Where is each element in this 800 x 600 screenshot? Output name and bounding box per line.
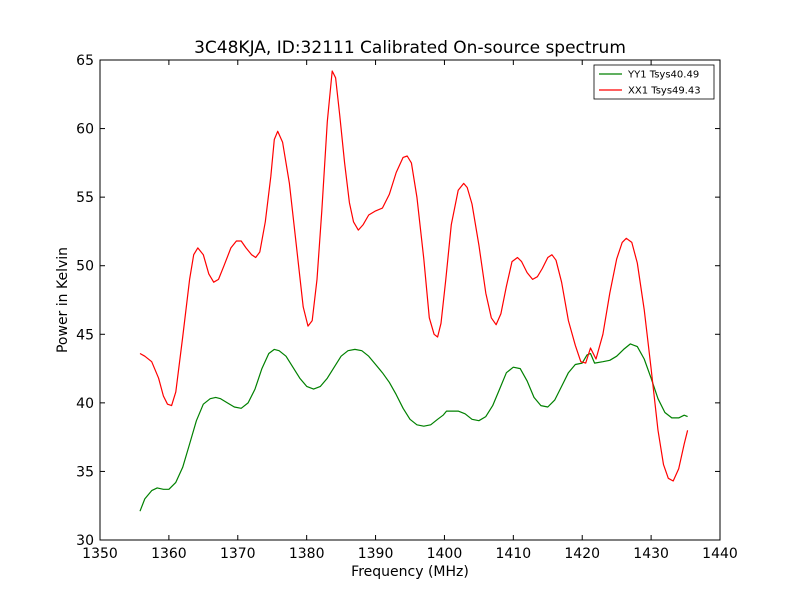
x-tick-label: 1440 xyxy=(702,546,738,562)
y-tick-label: 30 xyxy=(76,533,94,549)
y-tick-label: 35 xyxy=(76,464,94,480)
series-line-1 xyxy=(139,343,688,512)
y-tick-label: 45 xyxy=(76,327,94,343)
y-tick-label: 50 xyxy=(76,259,94,275)
legend-box xyxy=(593,64,715,100)
x-axis: 1350 1360 1370 1380 1390 1400 1410 1420 1430 1440 xyxy=(82,60,738,562)
plot-series xyxy=(139,70,689,512)
y-tick-label: 55 xyxy=(76,190,94,206)
chart-title: 3C48KJA, ID:32111 Calibrated On-source s… xyxy=(194,38,626,58)
x-tick-label: 1360 xyxy=(151,546,187,562)
y-axis-label: Power in Kelvin xyxy=(55,247,71,353)
x-tick-label: 1380 xyxy=(289,546,325,562)
x-axis-label: Frequency (MHz) xyxy=(351,564,469,580)
x-tick-label: 1410 xyxy=(496,546,532,562)
x-tick-label: 1390 xyxy=(358,546,394,562)
x-tick-label: 1400 xyxy=(427,546,463,562)
x-tick-label: 1350 xyxy=(82,546,118,562)
legend-label-2: XX1 Tsys49.43 xyxy=(628,86,701,97)
series-line-2 xyxy=(139,70,689,482)
legend: YY1 Tsys40.49 XX1 Tsys49.43 xyxy=(593,64,715,100)
y-tick-label: 40 xyxy=(76,396,94,412)
x-tick-label: 1430 xyxy=(633,546,669,562)
y-tick-label: 65 xyxy=(76,53,94,69)
y-axis: 30 35 40 45 50 55 60 65 xyxy=(76,53,720,549)
y-tick-label: 60 xyxy=(76,122,94,138)
x-tick-label: 1420 xyxy=(564,546,600,562)
x-tick-label: 1370 xyxy=(220,546,256,562)
plot-frame xyxy=(99,59,721,541)
legend-label-1: YY1 Tsys40.49 xyxy=(627,70,699,81)
